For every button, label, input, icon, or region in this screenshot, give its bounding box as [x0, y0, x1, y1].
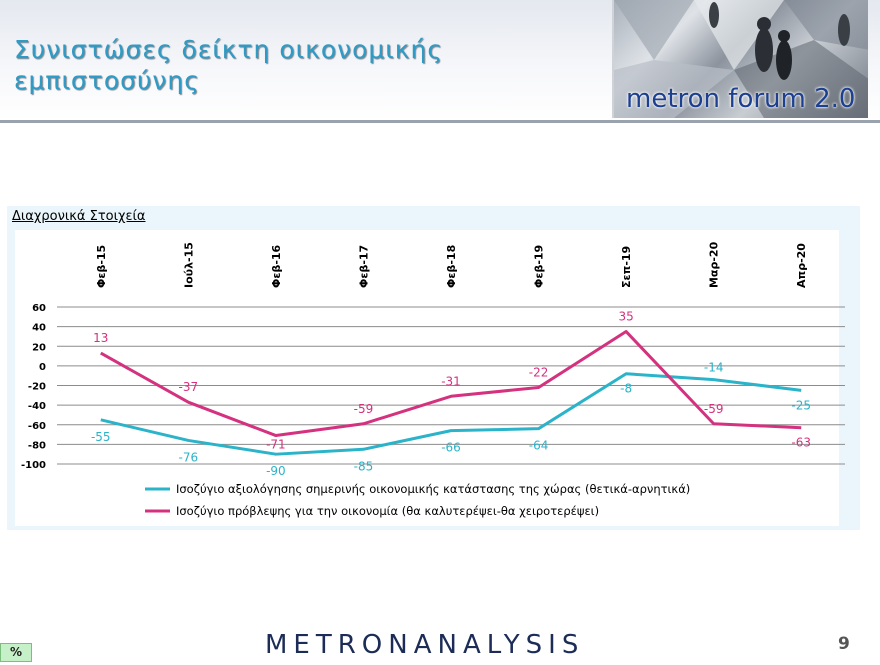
y-tick-label: 0	[39, 362, 46, 373]
x-tick-label: Απρ-20	[795, 243, 808, 288]
data-label-forecast: -71	[266, 438, 286, 452]
data-label-forecast: -63	[791, 436, 811, 450]
data-label-current: -14	[704, 361, 724, 375]
footer-logo: METRONANALYSIS	[265, 630, 585, 660]
x-tick-label: Φεβ-19	[533, 245, 546, 288]
banner-photo: metron forum 2.0	[612, 0, 868, 118]
y-tick-label: -40	[28, 401, 46, 412]
data-label-current: -85	[354, 459, 374, 473]
legend-label: Ισοζύγιο αξιολόγησης σημερινής οικονομικ…	[176, 482, 690, 496]
percent-badge: %	[0, 643, 32, 662]
data-label-current: -76	[179, 450, 199, 464]
data-label-forecast: -59	[704, 402, 724, 416]
x-tick-label: Φεβ-18	[445, 245, 458, 288]
data-label-forecast: -31	[441, 374, 461, 388]
x-tick-label: Ιούλ-15	[182, 242, 195, 288]
banner-text: metron forum 2.0	[626, 84, 856, 114]
line-chart: 60 40 20 0 -20 -40 -60 -80 -100 Φεβ-15 Ιούλ-15 Φεβ-…	[21, 241, 845, 518]
data-label-current: -8	[620, 382, 632, 396]
page-title-line-1: Συνιστώσες δείκτη οικονομικής	[14, 35, 443, 64]
y-tick-label: -80	[28, 440, 46, 451]
x-tick-label: Φεβ-17	[357, 245, 370, 288]
data-label-forecast: -59	[354, 402, 374, 416]
x-tick-label: Φεβ-16	[270, 244, 283, 288]
header-divider	[0, 120, 880, 123]
y-tick-label: 20	[32, 342, 46, 353]
y-tick-label: 40	[32, 323, 46, 334]
section-label: Διαχρονικά Στοιχεία	[12, 209, 146, 224]
header: Συνιστώσες δείκτη οικονομικής εμπιστοσύν…	[0, 0, 880, 122]
data-label-current: -66	[441, 441, 461, 455]
x-tick-label: Μαρ-20	[708, 241, 721, 288]
data-label-current: -25	[791, 398, 811, 412]
y-tick-label: -20	[28, 382, 46, 393]
series-line-current	[100, 372, 802, 456]
data-label-forecast: -37	[179, 380, 199, 394]
data-label-current: -64	[529, 439, 549, 453]
data-label-forecast: 35	[618, 310, 633, 324]
x-tick-label: Σεπ-19	[620, 246, 633, 288]
page-title-line-2: εμπιστοσύνης	[14, 66, 200, 95]
page-title: Συνιστώσες δείκτη οικονομικής εμπιστοσύν…	[14, 34, 594, 96]
data-label-forecast: 13	[93, 331, 108, 345]
y-tick-label: -60	[28, 421, 46, 432]
x-tick-label: Φεβ-15	[95, 245, 108, 288]
banner-photo-graphic	[614, 0, 868, 118]
data-label-forecast: -22	[529, 365, 549, 379]
page-number: 9	[838, 634, 850, 654]
y-tick-label: -100	[21, 460, 46, 471]
legend-label: Ισοζύγιο πρόβλεψης για την οικονομία (θα…	[176, 504, 599, 518]
data-label-current: -90	[266, 464, 286, 478]
data-label-current: -55	[91, 430, 111, 444]
series-line-forecast	[100, 330, 802, 438]
y-tick-label: 60	[32, 303, 46, 314]
